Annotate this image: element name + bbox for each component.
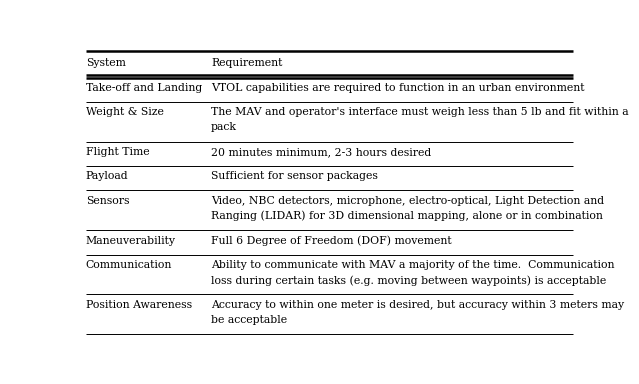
- Text: Maneuverability: Maneuverability: [86, 236, 176, 246]
- Text: Sensors: Sensors: [86, 196, 129, 206]
- Text: Payload: Payload: [86, 171, 128, 182]
- Text: Ability to communicate with MAV a majority of the time.  Communication
loss duri: Ability to communicate with MAV a majori…: [211, 260, 615, 286]
- Text: Sufficient for sensor packages: Sufficient for sensor packages: [211, 171, 378, 182]
- Text: Take-off and Landing: Take-off and Landing: [86, 83, 202, 93]
- Text: Full 6 Degree of Freedom (DOF) movement: Full 6 Degree of Freedom (DOF) movement: [211, 236, 452, 246]
- Text: Position Awareness: Position Awareness: [86, 300, 192, 310]
- Text: Requirement: Requirement: [211, 58, 282, 68]
- Text: Accuracy to within one meter is desired, but accuracy within 3 meters may
be acc: Accuracy to within one meter is desired,…: [211, 300, 624, 324]
- Text: The MAV and operator's interface must weigh less than 5 lb and fit within a
pack: The MAV and operator's interface must we…: [211, 107, 629, 132]
- Text: 20 minutes minimum, 2-3 hours desired: 20 minutes minimum, 2-3 hours desired: [211, 147, 431, 157]
- Text: Flight Time: Flight Time: [86, 147, 150, 157]
- Text: Weight & Size: Weight & Size: [86, 107, 164, 117]
- Text: Communication: Communication: [86, 260, 172, 270]
- Text: Video, NBC detectors, microphone, electro-optical, Light Detection and
Ranging (: Video, NBC detectors, microphone, electr…: [211, 196, 604, 222]
- Text: VTOL capabilities are required to function in an urban environment: VTOL capabilities are required to functi…: [211, 83, 585, 93]
- Text: System: System: [86, 58, 126, 68]
